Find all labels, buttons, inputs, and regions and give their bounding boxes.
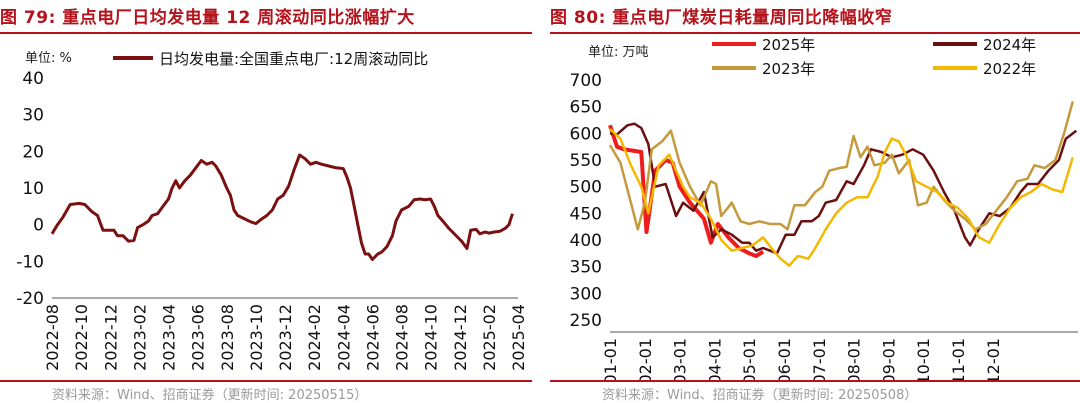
x-tick-label: 02-01 [636, 338, 655, 380]
x-tick-label: 08-01 [845, 338, 864, 380]
y-tick-label: 600 [570, 124, 602, 144]
y-tick-label: -10 [16, 252, 44, 272]
source-note: 资料来源：Wind、招商证券（更新时间: 20250515） [52, 388, 368, 403]
x-tick-label: 2024-10 [422, 304, 441, 371]
x-tick-label: 2023-06 [189, 304, 208, 371]
x-tick-label: 2024-06 [363, 304, 382, 371]
x-tick-label: 2022-10 [72, 304, 91, 371]
x-tick-label: 01-01 [601, 338, 620, 380]
title-rule [550, 32, 1080, 34]
x-tick-label: 09-01 [879, 338, 898, 380]
x-tick-label: 2024-02 [305, 304, 324, 371]
y-tick-label: 20 [22, 142, 44, 162]
x-tick-label: 2025-04 [509, 304, 528, 371]
x-tick-label: 2023-08 [218, 304, 237, 371]
y-tick-label: 350 [570, 258, 602, 278]
legend-label: 2024年 [983, 36, 1036, 54]
figure-title: 图 80: 重点电厂煤炭日耗量周同比降幅收窄 [550, 8, 893, 28]
x-tick-label: 2024-12 [451, 304, 470, 371]
x-tick-label: 2022-08 [43, 304, 62, 371]
x-tick-label: 04-01 [705, 338, 724, 380]
x-tick-label: 2024-04 [334, 304, 353, 371]
x-tick-label: 10-01 [914, 338, 933, 380]
x-tick-label: 2025-02 [480, 304, 499, 371]
x-tick-label: 12-01 [984, 338, 1003, 380]
y-tick-label: 40 [22, 69, 44, 89]
x-tick-label: 2024-08 [393, 304, 412, 371]
figure-79: 图 79: 重点电厂日均发电量 12 周滚动同比涨幅扩大 单位: % -20 -10… [0, 0, 532, 403]
figure-80: 图 80: 重点电厂煤炭日耗量周同比降幅收窄 单位: 万吨 250 300 350 40… [550, 0, 1080, 403]
y-tick-label: 300 [570, 284, 602, 304]
y-tick-label: 700 [570, 71, 602, 91]
bottom-rule [0, 380, 532, 382]
bottom-rule [550, 380, 1080, 382]
title-rule [0, 32, 532, 34]
x-tick-label: 2023-12 [276, 304, 295, 371]
x-tick-label: 06-01 [775, 338, 794, 380]
y-tick-label: 10 [22, 179, 44, 199]
x-tick-label: 07-01 [810, 338, 829, 380]
x-tick-label: 11-01 [949, 338, 968, 380]
x-tick-label: 2023-10 [247, 304, 266, 371]
legend-label: 日均发电量:全国重点电厂:12周滚动同比 [159, 50, 428, 68]
legend-label: 2022年 [983, 60, 1036, 78]
series-line [608, 100, 1075, 231]
x-tick-label: 2022-12 [101, 304, 120, 371]
generation-yoy-chart: 单位: % -20 -10 0 10 20 30 40 2022-08 2022-10 2022-1… [16, 50, 528, 371]
y-tick-label: 500 [570, 178, 602, 198]
y-tick-label: 0 [33, 216, 44, 236]
y-tick-label: 400 [570, 231, 602, 251]
source-note: 资料来源：Wind、招商证券（更新时间: 20250508） [602, 388, 918, 403]
figure-title: 图 79: 重点电厂日均发电量 12 周滚动同比涨幅扩大 [0, 8, 415, 28]
y-tick-label: 450 [570, 204, 602, 224]
y-tick-label: 250 [570, 311, 602, 331]
x-tick-label: 03-01 [671, 338, 690, 380]
y-tick-label: 30 [22, 106, 44, 126]
y-tick-label: 650 [570, 98, 602, 118]
legend-label: 2025年 [762, 36, 815, 54]
x-tick-label: 05-01 [740, 338, 759, 380]
x-tick-label: 2023-02 [130, 304, 149, 371]
y-tick-label: -20 [16, 289, 44, 309]
unit-label: 单位: % [25, 51, 72, 66]
legend-label: 2023年 [762, 60, 815, 78]
series-line [608, 124, 765, 258]
y-tick-label: 550 [570, 151, 602, 171]
x-tick-label: 2023-04 [160, 304, 179, 371]
unit-label: 单位: 万吨 [588, 45, 649, 60]
series-line [50, 153, 514, 261]
coal-consumption-chart: 单位: 万吨 250 300 350 400 450 500 550 600 650 700 01-0… [570, 36, 1078, 380]
series-line [609, 128, 1074, 267]
